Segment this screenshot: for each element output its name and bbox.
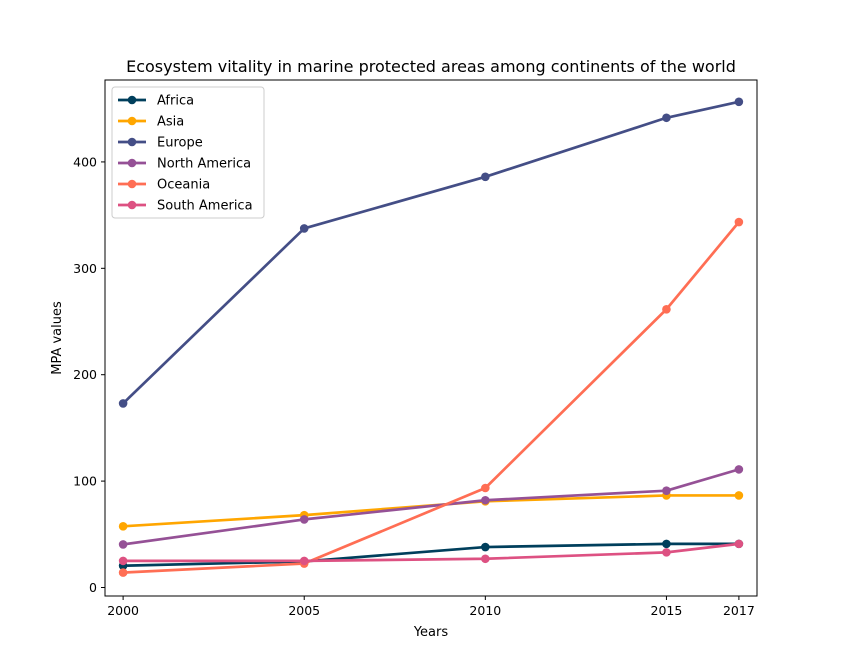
data-point-europe <box>118 399 128 408</box>
data-point-europe <box>299 224 309 233</box>
data-point-south-america <box>662 548 671 557</box>
x-tick-label: 2010 <box>469 603 501 618</box>
data-point-north-america <box>734 465 744 474</box>
y-axis-label: MPA values <box>50 301 65 375</box>
data-point-north-america <box>481 495 490 505</box>
y-tick-label: 400 <box>73 154 97 169</box>
y-tick-label: 100 <box>73 474 97 489</box>
y-tick-label: 0 <box>89 580 97 595</box>
x-axis-label: Years <box>413 625 449 640</box>
data-point-south-america <box>481 554 490 564</box>
data-point-oceania <box>734 217 744 227</box>
series-europe <box>118 97 744 408</box>
data-point-europe <box>481 172 490 182</box>
series-line-north-america <box>121 468 741 546</box>
data-point-oceania <box>118 568 128 577</box>
x-tick-label: 2015 <box>651 603 683 618</box>
legend-item-oceania: Oceania <box>118 178 210 193</box>
data-point-europe <box>734 97 744 107</box>
x-tick-label: 2017 <box>723 603 755 618</box>
x-tick-label: 2000 <box>107 603 139 618</box>
series-lines <box>118 97 744 577</box>
legend-label: North America <box>157 157 251 172</box>
data-point-south-america <box>118 556 128 566</box>
legend-item-europe: Europe <box>118 136 203 151</box>
legend-label: Oceania <box>157 178 210 193</box>
data-point-north-america <box>662 486 671 495</box>
plot-area <box>104 79 758 597</box>
x-tick-label: 2005 <box>288 603 320 618</box>
legend-label: Europe <box>157 136 203 151</box>
legend-marker <box>127 179 137 189</box>
data-point-oceania <box>662 304 671 314</box>
series-south-america <box>118 539 744 566</box>
legend: Africa Asia Europe North America Oceania Sout… <box>111 86 265 219</box>
y-axis: 0 100 200 300 400 <box>73 154 105 595</box>
y-tick-label: 200 <box>73 367 97 382</box>
data-point-africa <box>662 539 671 549</box>
series-line-africa <box>121 542 741 568</box>
series-oceania <box>118 217 744 577</box>
data-point-north-america <box>299 515 309 524</box>
legend-label: Africa <box>157 94 194 109</box>
legend-box <box>111 86 265 219</box>
legend-marker <box>127 158 137 168</box>
data-point-south-america <box>734 539 744 549</box>
data-point-oceania <box>481 483 490 493</box>
chart-title: Ecosystem vitality in marine protected a… <box>126 57 736 76</box>
data-point-north-america <box>118 540 128 549</box>
y-tick-label: 300 <box>73 261 97 276</box>
legend-label: Asia <box>157 115 184 130</box>
legend-item-north-america: North America <box>118 157 251 172</box>
data-point-asia <box>734 491 744 500</box>
x-axis: 2000 2005 2010 2015 2017 <box>107 596 755 618</box>
legend-marker <box>127 116 137 126</box>
data-point-europe <box>662 113 671 123</box>
legend-marker <box>127 200 137 210</box>
data-point-south-america <box>299 556 309 566</box>
series-north-america <box>118 465 744 549</box>
legend-item-africa: Africa <box>118 94 194 109</box>
legend-marker <box>127 137 137 147</box>
legend-label: South America <box>157 199 253 214</box>
data-point-africa <box>481 542 490 552</box>
series-africa <box>118 539 744 570</box>
legend-marker <box>127 95 137 105</box>
legend-item-asia: Asia <box>118 115 184 130</box>
data-point-asia <box>118 522 128 531</box>
legend-item-south-america: South America <box>118 199 253 214</box>
